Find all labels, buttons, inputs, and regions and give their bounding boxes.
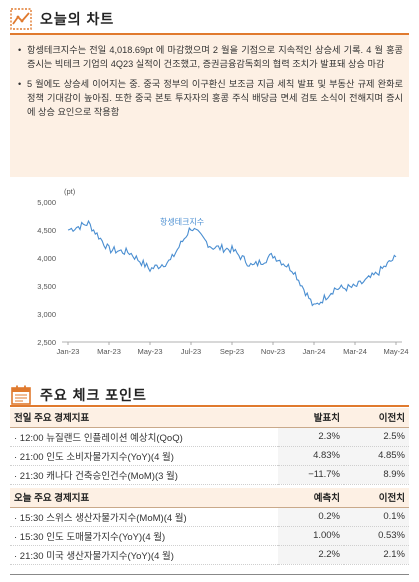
column-header: 전일 주요 경제지표	[10, 408, 278, 428]
table-header-row: 오늘 주요 경제지표 예측치 이전치	[10, 488, 409, 508]
table-row: · 21:30 캐나다 건축승인건수(MoM)(3 월) −11.7% 8.9%	[10, 465, 409, 485]
table-row: · 21:30 미국 생산자물가지수(YoY)(4 월) 2.2% 2.1%	[10, 545, 409, 565]
indicator-name: · 15:30 스위스 생산자물가지수(MoM)(4 월)	[10, 507, 278, 527]
unit-label: (pt)	[64, 187, 76, 196]
line-chart: (pt) 5,000 4,500 4,000 3,500 3,000 2,500Jan-23…	[37, 187, 408, 356]
x-tick-label: May-23	[137, 347, 162, 356]
column-header: 오늘 주요 경제지표	[10, 488, 278, 508]
summary-bullet-2: 5 월에도 상승세 이어지는 중. 중국 정부의 이구환신 보조금 지급 세칙 …	[18, 77, 403, 119]
hang-seng-tech-chart: (pt) 5,000 4,500 4,000 3,500 3,000 2,500 Jan-23…	[10, 182, 409, 360]
x-tick-label: Jan-24	[303, 347, 326, 356]
actual-value: 4.83%	[278, 446, 344, 466]
column-header: 이전치	[344, 408, 409, 428]
column-header: 발표치	[278, 408, 344, 428]
line-chart-icon	[10, 8, 32, 30]
section-title: 주요 체크 포인트	[40, 387, 147, 403]
series-label: 항셍테크지수	[160, 217, 204, 226]
section-title: 오늘의 차트	[40, 11, 115, 27]
x-tick-label: Mar-24	[343, 347, 367, 356]
summary-box: 항셍테크지수는 전일 4,018.69pt 에 마감했으며 2 월을 기점으로 …	[10, 35, 409, 177]
forecast-value: 0.2%	[278, 507, 344, 527]
x-tick-label: Jul-23	[181, 347, 201, 356]
y-tick-label: 3,500	[37, 282, 56, 291]
divider	[10, 33, 409, 35]
x-tick-label: May-24	[383, 347, 408, 356]
forecast-value: 2.2%	[278, 545, 344, 565]
indicator-name: · 15:30 인도 도매물가지수(YoY)(4 월)	[10, 526, 278, 546]
series-line	[67, 219, 397, 307]
today-indicators-table: 오늘 주요 경제지표 예측치 이전치 · 15:30 스위스 생산자물가지수(M…	[10, 488, 409, 565]
divider	[10, 574, 409, 575]
x-tick-label: Jan-23	[57, 347, 80, 356]
y-tick-label: 3,000	[37, 310, 56, 319]
y-tick-label: 4,000	[37, 254, 56, 263]
column-header: 이전치	[344, 488, 409, 508]
table-row: · 15:30 인도 도매물가지수(YoY)(4 월) 1.00% 0.53%	[10, 526, 409, 546]
section-header-checkpoints: 주요 체크 포인트	[10, 382, 147, 408]
x-tick-label: Nov-23	[261, 347, 285, 356]
table-row: · 21:00 인도 소비자물가지수(YoY)(4 월) 4.83% 4.85%	[10, 446, 409, 466]
indicator-name: · 21:30 미국 생산자물가지수(YoY)(4 월)	[10, 545, 278, 565]
previous-indicators-table: 전일 주요 경제지표 발표치 이전치 · 12:00 뉴질랜드 인플레이션 예상…	[10, 408, 409, 485]
y-tick-label: 5,000	[37, 198, 56, 207]
previous-value: 2.5%	[344, 427, 409, 447]
x-tick-label: Mar-23	[97, 347, 121, 356]
previous-value: 8.9%	[344, 465, 409, 485]
divider	[10, 405, 409, 407]
x-tick-label: Sep-23	[220, 347, 244, 356]
previous-value: 0.53%	[344, 526, 409, 546]
y-tick-label: 4,500	[37, 226, 56, 235]
column-header: 예측치	[278, 488, 344, 508]
table-row: · 12:00 뉴질랜드 인플레이션 예상치(QoQ) 2.3% 2.5%	[10, 427, 409, 447]
indicator-name: · 21:00 인도 소비자물가지수(YoY)(4 월)	[10, 446, 278, 466]
actual-value: −11.7%	[278, 465, 344, 485]
summary-bullet-1: 항셍테크지수는 전일 4,018.69pt 에 마감했으며 2 월을 기점으로 …	[18, 43, 403, 71]
indicator-name: · 21:30 캐나다 건축승인건수(MoM)(3 월)	[10, 465, 278, 485]
actual-value: 2.3%	[278, 427, 344, 447]
forecast-value: 1.00%	[278, 526, 344, 546]
previous-value: 2.1%	[344, 545, 409, 565]
table-header-row: 전일 주요 경제지표 발표치 이전치	[10, 408, 409, 428]
previous-value: 0.1%	[344, 507, 409, 527]
previous-value: 4.85%	[344, 446, 409, 466]
calendar-check-icon	[11, 385, 31, 405]
indicator-name: · 12:00 뉴질랜드 인플레이션 예상치(QoQ)	[10, 427, 278, 447]
y-tick-label: 2,500	[37, 338, 56, 347]
section-header-todays-chart: 오늘의 차트	[10, 6, 114, 32]
table-row: · 15:30 스위스 생산자물가지수(MoM)(4 월) 0.2% 0.1%	[10, 507, 409, 527]
